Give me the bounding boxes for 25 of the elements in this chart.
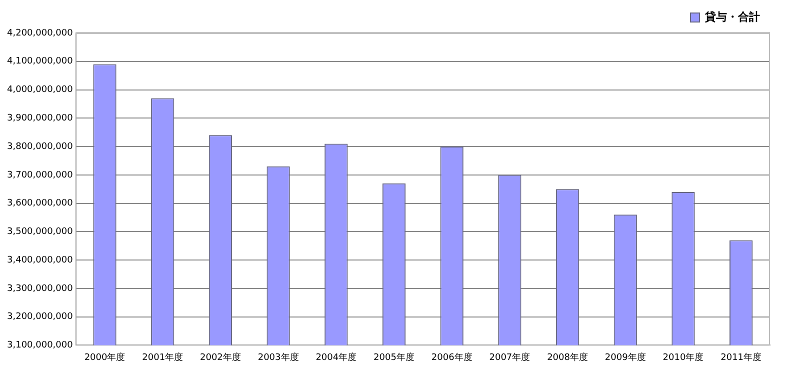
y-tick-label: 3,100,000,000 xyxy=(7,340,74,351)
y-tick-label: 3,800,000,000 xyxy=(7,142,74,152)
y-tick-label: 4,200,000,000 xyxy=(7,28,74,38)
y-tick-label: 3,400,000,000 xyxy=(7,255,74,266)
y-tick-label: 3,300,000,000 xyxy=(7,284,74,294)
x-tick-label: 2007年度 xyxy=(489,352,530,363)
x-tick-label: 2005年度 xyxy=(374,352,414,363)
y-tick-label: 3,200,000,000 xyxy=(7,312,74,322)
y-tick-label: 3,700,000,000 xyxy=(7,170,74,180)
y-tick-label: 4,100,000,000 xyxy=(7,56,74,67)
y-tick-label: 3,600,000,000 xyxy=(7,198,74,209)
x-tick-label: 2003年度 xyxy=(258,352,299,363)
x-tick-label: 2008年度 xyxy=(547,352,588,363)
y-tick-label: 3,900,000,000 xyxy=(7,113,74,124)
x-tick-label: 2002年度 xyxy=(200,352,241,363)
y-tick-label: 3,500,000,000 xyxy=(7,227,74,238)
legend-label: 貸与・合計 xyxy=(704,10,760,24)
x-tick-label: 2004年度 xyxy=(316,352,357,363)
x-tick-label: 2000年度 xyxy=(84,352,126,363)
x-tick-label: 2011年度 xyxy=(720,352,762,363)
y-tick-label: 4,000,000,000 xyxy=(7,85,74,96)
x-tick-label: 2001年度 xyxy=(142,352,184,363)
x-tick-label: 2006年度 xyxy=(431,352,472,363)
x-tick-label: 2009年度 xyxy=(604,352,646,363)
x-tick-label: 2010年度 xyxy=(662,352,704,363)
